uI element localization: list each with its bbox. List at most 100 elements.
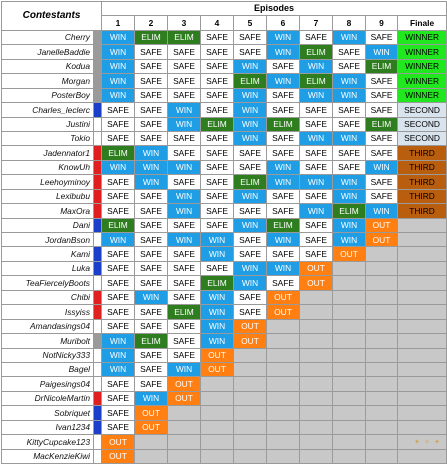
table-row: DrNicoleMartin SAFE WIN OUT [1, 390, 447, 407]
result-cell: WIN [101, 159, 136, 176]
contestant-name: Leehoyminoy [1, 174, 94, 190]
empty-cell [266, 405, 301, 421]
empty-cell [299, 318, 334, 335]
result-cell: WIN [299, 58, 334, 75]
result-cell: OUT [233, 333, 268, 349]
contestant-name: Lexibubu [1, 188, 94, 205]
result-cell: WIN [200, 246, 235, 262]
result-cell: SAFE [167, 347, 202, 363]
episode-number-9: 9 [365, 15, 399, 31]
team-marker [92, 333, 103, 349]
table-row: PosterBoy WIN SAFE SAFE SAFE WIN SAFE WIN WIN SAF… [1, 87, 447, 104]
table-row: Tokio SAFE SAFE SAFE SAFE WIN SAFE WIN WIN SAFE SE… [1, 130, 447, 147]
table-row: Charles_leclerc SAFE SAFE WIN SAFE WIN SAFE SAF… [1, 102, 447, 118]
result-cell: SAFE [167, 58, 202, 75]
empty-cell [266, 361, 301, 378]
result-cell: THIRD [397, 188, 447, 205]
table-row: Bagel WIN SAFE WIN OUT [1, 361, 447, 378]
empty-cell [134, 448, 169, 464]
table-row: Muribolt WIN ELIM SAFE WIN OUT [1, 333, 447, 349]
contestant-name: KnowUh [1, 159, 94, 176]
result-cell: WIN [266, 73, 301, 89]
empty-cell [200, 376, 235, 392]
result-cell: SAFE [200, 87, 235, 104]
result-cell: WIN [233, 116, 268, 132]
team-marker [92, 434, 103, 450]
table-row: Jadennator1 ELIM WIN SAFE SAFE SAFE SAFE SAFE SA… [1, 145, 447, 161]
contestant-name: DrNicoleMartin [1, 390, 94, 407]
result-cell: WIN [266, 231, 301, 248]
result-cell: SAFE [167, 275, 202, 291]
empty-cell [365, 275, 399, 291]
result-cell: ELIM [365, 116, 399, 132]
table-row: JordanBson WIN SAFE WIN WIN SAFE WIN SAFE WIN OUT [1, 231, 447, 248]
contestant-name: Issyiss [1, 304, 94, 320]
result-cell: SAFE [167, 87, 202, 104]
result-cell: THIRD [397, 159, 447, 176]
result-cell: WIN [365, 159, 399, 176]
empty-cell [397, 289, 447, 306]
result-cell: ELIM [233, 73, 268, 89]
team-marker [92, 390, 103, 407]
result-cell: OUT [332, 246, 367, 262]
empty-cell [266, 376, 301, 392]
empty-cell [332, 275, 367, 291]
result-cell: SAFE [332, 58, 367, 75]
team-marker [92, 58, 103, 75]
result-cell: WIN [167, 102, 202, 118]
team-marker [92, 203, 103, 219]
episode-number-3: 3 [167, 15, 202, 31]
empty-cell [332, 318, 367, 335]
table-row: Justini SAFE SAFE WIN ELIM WIN ELIM SAFE SAFE ELI… [1, 116, 447, 132]
empty-cell [365, 448, 399, 464]
result-cell: ELIM [365, 58, 399, 75]
empty-cell [233, 419, 268, 436]
result-cell: SAFE [299, 231, 334, 248]
empty-cell [365, 347, 399, 363]
team-marker [92, 289, 103, 306]
result-cell: WIN [233, 130, 268, 147]
empty-cell [233, 347, 268, 363]
empty-cell [397, 405, 447, 421]
result-cell: SAFE [101, 188, 136, 205]
empty-cell [233, 361, 268, 378]
result-cell: WIN [167, 188, 202, 205]
result-cell: WIN [167, 231, 202, 248]
contestant-name: Bagel [1, 361, 94, 378]
result-cell: WIN [332, 174, 367, 190]
team-marker [92, 376, 103, 392]
result-cell: SAFE [134, 304, 169, 320]
team-marker [92, 275, 103, 291]
result-cell: SAFE [233, 44, 268, 60]
result-cell: THIRD [397, 145, 447, 161]
empty-cell [397, 419, 447, 436]
table-row: Sobriquet SAFE OUT [1, 405, 447, 421]
result-cell: ELIM [134, 333, 169, 349]
empty-cell [332, 289, 367, 306]
result-cell: SAFE [233, 246, 268, 262]
result-cell: SAFE [266, 188, 301, 205]
contestant-name: MacKenzieKiwi [1, 448, 94, 464]
empty-cell [299, 347, 334, 363]
result-cell: OUT [200, 361, 235, 378]
result-cell: WIN [101, 29, 136, 46]
result-cell: SAFE [134, 361, 169, 378]
result-cell: SAFE [365, 188, 399, 205]
result-cell: WIN [101, 361, 136, 378]
empty-cell [332, 347, 367, 363]
result-cell: SAFE [365, 29, 399, 46]
empty-cell [266, 390, 301, 407]
table-row: KittyCupcake123 OUT [1, 434, 447, 450]
result-cell: WINNER [397, 58, 447, 75]
empty-cell [397, 275, 447, 291]
result-cell: OUT [134, 419, 169, 436]
team-marker [92, 159, 103, 176]
contestant-name: Justini [1, 116, 94, 132]
contestants-header: Contestants [0, 1, 103, 31]
result-cell: WIN [233, 275, 268, 291]
empty-cell [332, 434, 367, 450]
result-cell: OUT [200, 347, 235, 363]
result-cell: SAFE [101, 116, 136, 132]
empty-cell [332, 361, 367, 378]
result-cell: WIN [332, 231, 367, 248]
